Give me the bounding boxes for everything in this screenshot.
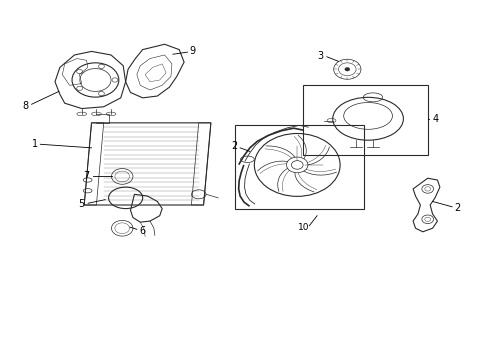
Text: 2: 2 [454,203,461,213]
Text: 10: 10 [298,222,309,231]
Text: 7: 7 [83,171,90,181]
Text: 8: 8 [23,101,29,111]
Bar [303,85,428,155]
Text: 1: 1 [31,139,38,149]
Text: 3: 3 [318,51,323,61]
Text: 5: 5 [79,199,85,209]
Text: 4: 4 [433,114,439,124]
Text: 2: 2 [231,141,238,152]
Text: 9: 9 [190,46,196,57]
Text: 6: 6 [140,226,146,236]
Circle shape [345,67,350,71]
